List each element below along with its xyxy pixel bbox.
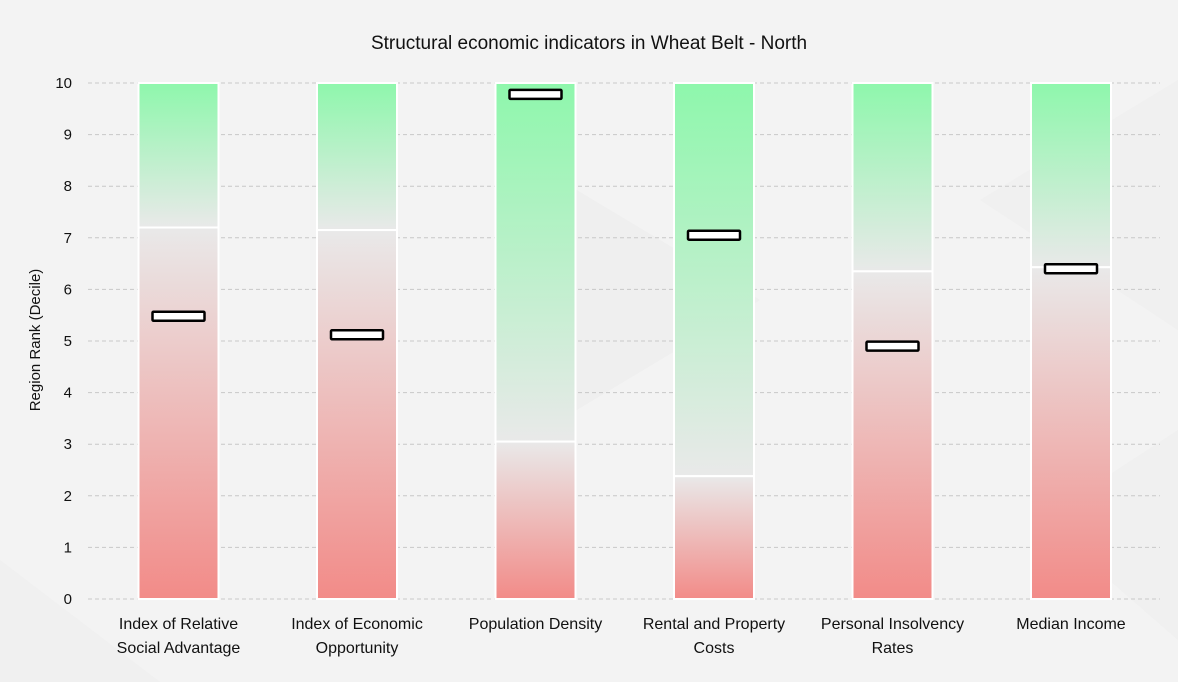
- bar-lower-segment: [1030, 266, 1112, 600]
- y-axis-ticks: 0 1 2 3 4 5 6 7 8 9 10: [55, 75, 72, 608]
- y-tick-label: 7: [64, 230, 72, 247]
- bar-lower-segment: [494, 440, 577, 600]
- x-tick-label: Index of Economic Opportunity: [291, 616, 423, 657]
- y-tick-label: 8: [64, 178, 72, 195]
- rank-marker: [329, 329, 385, 341]
- chart-title: Structural economic indicators in Wheat …: [371, 33, 807, 54]
- rank-marker: [865, 340, 920, 352]
- y-tick-label: 2: [64, 488, 72, 505]
- y-tick-label: 4: [64, 385, 72, 402]
- y-tick-label: 6: [64, 281, 72, 298]
- x-tick-label: Population Density: [469, 616, 602, 633]
- rank-marker: [508, 88, 563, 101]
- x-axis-labels: Index of Relative Social Advantage Index o…: [117, 616, 1126, 657]
- rank-marker: [151, 310, 206, 322]
- rank-marker: [1043, 263, 1099, 275]
- y-tick-label: 9: [64, 127, 72, 144]
- bar-upper-segment: [137, 82, 220, 229]
- rank-marker: [686, 229, 742, 241]
- bar-upper-segment: [494, 82, 577, 443]
- markers: [151, 88, 1099, 352]
- y-tick-label: 10: [55, 75, 72, 92]
- grid-lines: [88, 82, 1160, 600]
- x-tick-label: Index of Relative Social Advantage: [117, 616, 241, 657]
- bar-upper-segment: [1030, 82, 1112, 269]
- bar-upper-segment: [851, 82, 934, 273]
- bar-lower-segment: [673, 475, 755, 600]
- x-tick-label: Rental and Property Costs: [643, 616, 785, 657]
- bar-lower-segment: [851, 270, 934, 600]
- y-tick-label: 5: [64, 333, 72, 350]
- bars: [137, 82, 1112, 600]
- bar-upper-segment: [673, 82, 755, 478]
- bar-lower-segment: [316, 229, 398, 600]
- y-tick-label: 1: [64, 539, 72, 556]
- y-axis-label: Region Rank (Decile): [27, 269, 44, 412]
- x-tick-label: Median Income: [1016, 616, 1125, 633]
- y-tick-label: 3: [64, 436, 72, 453]
- bar-lower-segment: [137, 226, 220, 600]
- y-tick-label: 0: [64, 591, 72, 608]
- bar-upper-segment: [316, 82, 398, 232]
- x-tick-label: Personal Insolvency Rates: [821, 616, 964, 657]
